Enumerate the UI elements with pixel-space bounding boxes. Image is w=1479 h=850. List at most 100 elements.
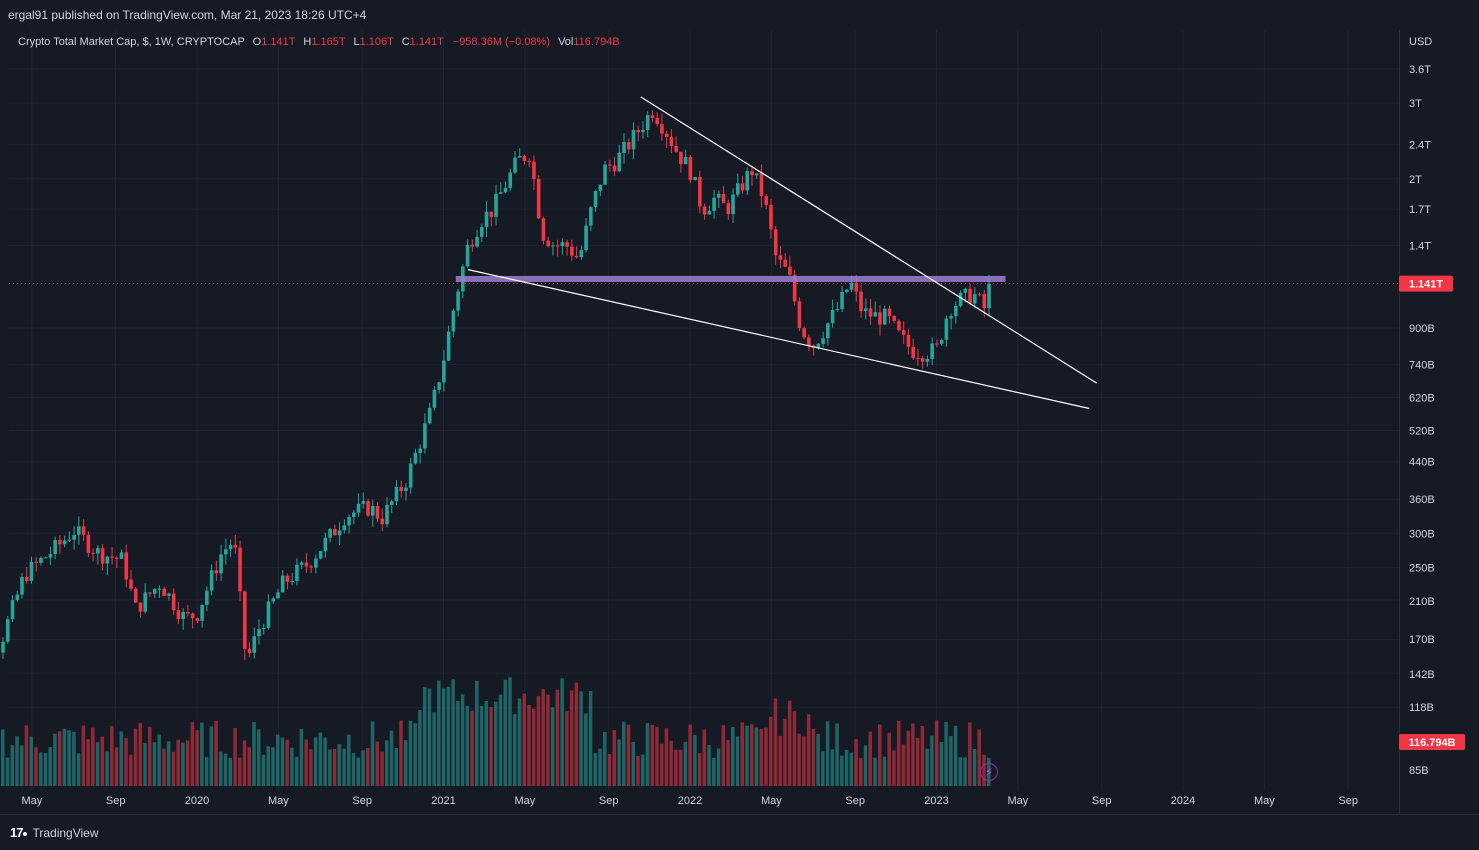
volume-bar — [148, 727, 152, 786]
candle — [982, 294, 986, 308]
volume-bar — [978, 729, 982, 786]
candle — [840, 292, 844, 309]
candle — [878, 312, 882, 324]
volume-bar — [532, 709, 536, 786]
candle — [892, 316, 896, 321]
legend-change: −958.36M (−0.08%) — [453, 36, 550, 48]
volume-bar — [29, 737, 32, 786]
candle — [428, 408, 432, 424]
candle — [63, 541, 67, 545]
y-tick-label: 210B — [1409, 596, 1435, 608]
legend-symbol[interactable]: Crypto Total Market Cap, $, 1W, CRYPTOCA… — [18, 36, 245, 48]
volume-bar — [53, 734, 57, 786]
candle — [964, 289, 968, 293]
candle — [864, 308, 868, 311]
y-tick-label: 170B — [1409, 634, 1435, 646]
candle — [717, 194, 721, 198]
volume-bar — [541, 689, 545, 786]
y-tick-label: 440B — [1409, 457, 1435, 469]
volume-bar — [143, 743, 147, 786]
volume-bar — [480, 706, 484, 786]
volume-bar — [522, 694, 526, 786]
candle — [53, 540, 57, 554]
candle — [177, 610, 181, 619]
volume-bar — [707, 745, 711, 786]
candle — [257, 629, 261, 636]
candle — [760, 173, 764, 196]
volume-bar — [504, 680, 508, 786]
legend-vol-label: Vol — [558, 36, 573, 48]
candle — [471, 245, 475, 247]
candle — [802, 328, 806, 337]
volume-bar — [11, 745, 15, 786]
candle — [252, 636, 256, 653]
candle — [764, 196, 768, 205]
y-tick-label: 520B — [1409, 426, 1435, 438]
volume-bar — [418, 710, 422, 786]
chart-legend: Crypto Total Market Cap, $, 1W, CRYPTOCA… — [18, 36, 620, 48]
candle — [153, 589, 157, 594]
volume-bar — [15, 736, 19, 786]
candle — [779, 255, 783, 259]
volume-bar — [906, 731, 910, 786]
candle — [945, 319, 949, 340]
candle — [224, 549, 228, 554]
volume-bar — [499, 695, 503, 786]
volume-bar — [276, 735, 280, 786]
volume-bar — [162, 749, 166, 786]
candle — [229, 545, 233, 549]
candle — [196, 618, 200, 621]
candle — [347, 517, 351, 525]
volume-bar — [551, 707, 555, 786]
candle — [262, 628, 266, 629]
volume-bar — [598, 749, 602, 786]
volume-bar — [342, 749, 346, 786]
volume-bar — [546, 695, 550, 786]
volume-bar — [669, 741, 673, 786]
candle — [684, 157, 688, 164]
candle — [58, 540, 62, 544]
volume-bar — [703, 730, 707, 786]
volume-bar — [940, 742, 944, 786]
candle — [219, 554, 223, 573]
volume-bar — [508, 677, 512, 786]
candle — [532, 162, 536, 180]
lightning-icon[interactable]: ⚡ — [980, 763, 998, 781]
volume-bar — [300, 729, 304, 786]
volume-bar — [266, 746, 270, 786]
volume-bar — [636, 756, 640, 786]
volume-bar — [925, 749, 929, 786]
volume-bar — [731, 727, 735, 786]
volume-bar — [67, 730, 71, 786]
volume-bar — [750, 724, 754, 786]
candle — [584, 226, 588, 251]
volume-bar — [205, 757, 209, 786]
x-tick-label: Sep — [1338, 795, 1358, 807]
candle — [162, 589, 166, 596]
volume-bar — [788, 701, 792, 786]
volume-bar — [631, 742, 635, 786]
legend-open-label: O — [253, 36, 262, 48]
candle — [750, 171, 754, 175]
candle — [371, 506, 375, 516]
volume-bar — [921, 726, 925, 786]
candle — [774, 229, 778, 255]
volume-bar — [579, 691, 583, 786]
volume-bar — [6, 758, 9, 786]
volume-bar — [295, 757, 299, 786]
candle — [499, 192, 503, 194]
volume-bar — [63, 729, 67, 786]
candle — [727, 203, 731, 214]
volume-bar — [973, 749, 977, 786]
volume-bar — [352, 753, 356, 786]
tradingview-mark-icon: 17 — [10, 825, 28, 840]
volume-bar — [741, 722, 745, 786]
candle — [324, 538, 328, 551]
volume-bar — [518, 698, 522, 786]
y-tick-label: 118B — [1409, 702, 1434, 714]
volume-bar — [404, 740, 408, 786]
tradingview-logo[interactable]: 17 TradingView — [10, 825, 99, 840]
volume-bar — [58, 731, 62, 786]
candle — [143, 593, 147, 612]
